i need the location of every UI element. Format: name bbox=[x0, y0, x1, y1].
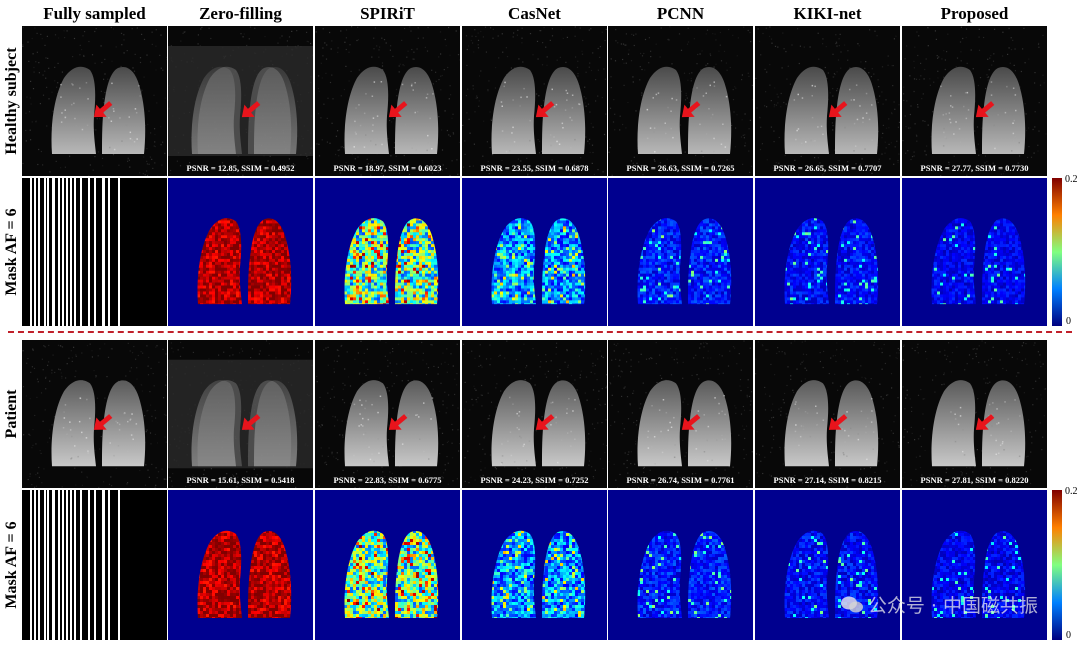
mask-panel bbox=[22, 178, 167, 326]
error-map-panel bbox=[755, 490, 900, 640]
error-map-panel bbox=[315, 178, 460, 326]
mri-panel: PSNR = 23.55, SSIM = 0.6878 bbox=[462, 26, 607, 176]
colorbar-max-label: 0.2 bbox=[1065, 486, 1078, 497]
column-header: Proposed bbox=[940, 4, 1009, 23]
error-map-panel bbox=[755, 178, 900, 326]
red-arrow-icon bbox=[535, 414, 555, 430]
red-arrow-icon bbox=[388, 414, 408, 430]
metric-label: PSNR = 27.81, SSIM = 0.8220 bbox=[920, 475, 1029, 485]
red-arrow-icon bbox=[975, 414, 995, 430]
red-arrow-icon bbox=[975, 101, 995, 118]
red-arrow-icon bbox=[241, 414, 261, 430]
metric-label: PSNR = 18.97, SSIM = 0.6023 bbox=[333, 163, 442, 173]
colorbar-max-label: 0.2 bbox=[1065, 174, 1078, 185]
error-map-panel bbox=[608, 178, 753, 326]
column-header: Fully sampled bbox=[43, 4, 146, 23]
error-map-panel bbox=[462, 490, 607, 640]
mri-panel: PSNR = 22.83, SSIM = 0.6775 bbox=[315, 340, 460, 488]
column-header: SPIRiT bbox=[360, 4, 415, 23]
row-label: Mask AF = 6 bbox=[3, 208, 20, 296]
error-map-panel bbox=[902, 178, 1047, 326]
watermark: 公众号 · 中国磁共振 bbox=[840, 591, 1038, 618]
red-arrow-icon bbox=[93, 101, 113, 118]
mri-panel: PSNR = 18.97, SSIM = 0.6023 bbox=[315, 26, 460, 176]
mri-panel: PSNR = 27.14, SSIM = 0.8215 bbox=[755, 340, 900, 488]
metric-label: PSNR = 26.65, SSIM = 0.7707 bbox=[773, 163, 882, 173]
metric-label: PSNR = 22.83, SSIM = 0.6775 bbox=[333, 475, 442, 485]
mri-panel: PSNR = 15.61, SSIM = 0.5418 bbox=[168, 340, 313, 488]
row-label: Mask AF = 6 bbox=[3, 521, 20, 609]
mri-panel: PSNR = 27.81, SSIM = 0.8220 bbox=[902, 340, 1047, 488]
mri-panel bbox=[22, 340, 167, 488]
metric-label: PSNR = 26.74, SSIM = 0.7761 bbox=[626, 475, 735, 485]
error-map-panel bbox=[168, 178, 313, 326]
colorbar bbox=[1052, 178, 1062, 326]
red-arrow-icon bbox=[535, 101, 555, 118]
metric-label: PSNR = 27.77, SSIM = 0.7730 bbox=[920, 163, 1029, 173]
error-map-panel bbox=[902, 490, 1047, 640]
error-map-panel bbox=[462, 178, 607, 326]
metric-label: PSNR = 15.61, SSIM = 0.5418 bbox=[186, 475, 295, 485]
row-label: Healthy subject bbox=[3, 47, 20, 155]
mri-panel: PSNR = 26.63, SSIM = 0.7265 bbox=[608, 26, 753, 176]
column-header: Zero-filling bbox=[199, 4, 282, 23]
colorbar-min-label: 0 bbox=[1066, 316, 1071, 327]
metric-label: PSNR = 23.55, SSIM = 0.6878 bbox=[480, 163, 589, 173]
row-label: Patient bbox=[3, 389, 20, 439]
red-arrow-icon bbox=[681, 101, 701, 118]
colorbar-min-label: 0 bbox=[1066, 630, 1071, 641]
red-arrow-icon bbox=[93, 414, 113, 430]
mri-panel: PSNR = 26.74, SSIM = 0.7761 bbox=[608, 340, 753, 488]
error-map-panel bbox=[168, 490, 313, 640]
red-arrow-icon bbox=[828, 414, 848, 430]
mri-panel: PSNR = 27.77, SSIM = 0.7730 bbox=[902, 26, 1047, 176]
metric-label: PSNR = 27.14, SSIM = 0.8215 bbox=[773, 475, 882, 485]
colorbar bbox=[1052, 490, 1062, 640]
watermark-text: 公众号 · 中国磁共振 bbox=[867, 595, 1038, 617]
error-map-panel bbox=[608, 490, 753, 640]
metric-label: PSNR = 24.23, SSIM = 0.7252 bbox=[480, 475, 589, 485]
mri-panel: PSNR = 24.23, SSIM = 0.7252 bbox=[462, 340, 607, 488]
mri-panel: PSNR = 12.85, SSIM = 0.4952 bbox=[168, 26, 313, 176]
group-divider bbox=[8, 331, 1072, 333]
error-map-panel bbox=[315, 490, 460, 640]
wechat-icon bbox=[840, 595, 864, 615]
metric-label: PSNR = 26.63, SSIM = 0.7265 bbox=[626, 163, 735, 173]
red-arrow-icon bbox=[388, 101, 408, 118]
column-header: PCNN bbox=[656, 4, 705, 23]
mask-panel bbox=[22, 490, 167, 640]
red-arrow-icon bbox=[828, 101, 848, 118]
column-header: KIKI-net bbox=[793, 4, 862, 23]
mri-panel: PSNR = 26.65, SSIM = 0.7707 bbox=[755, 26, 900, 176]
column-header: CasNet bbox=[508, 4, 561, 23]
red-arrow-icon bbox=[681, 414, 701, 430]
mri-panel bbox=[22, 26, 167, 176]
metric-label: PSNR = 12.85, SSIM = 0.4952 bbox=[186, 163, 295, 173]
red-arrow-icon bbox=[241, 101, 261, 118]
